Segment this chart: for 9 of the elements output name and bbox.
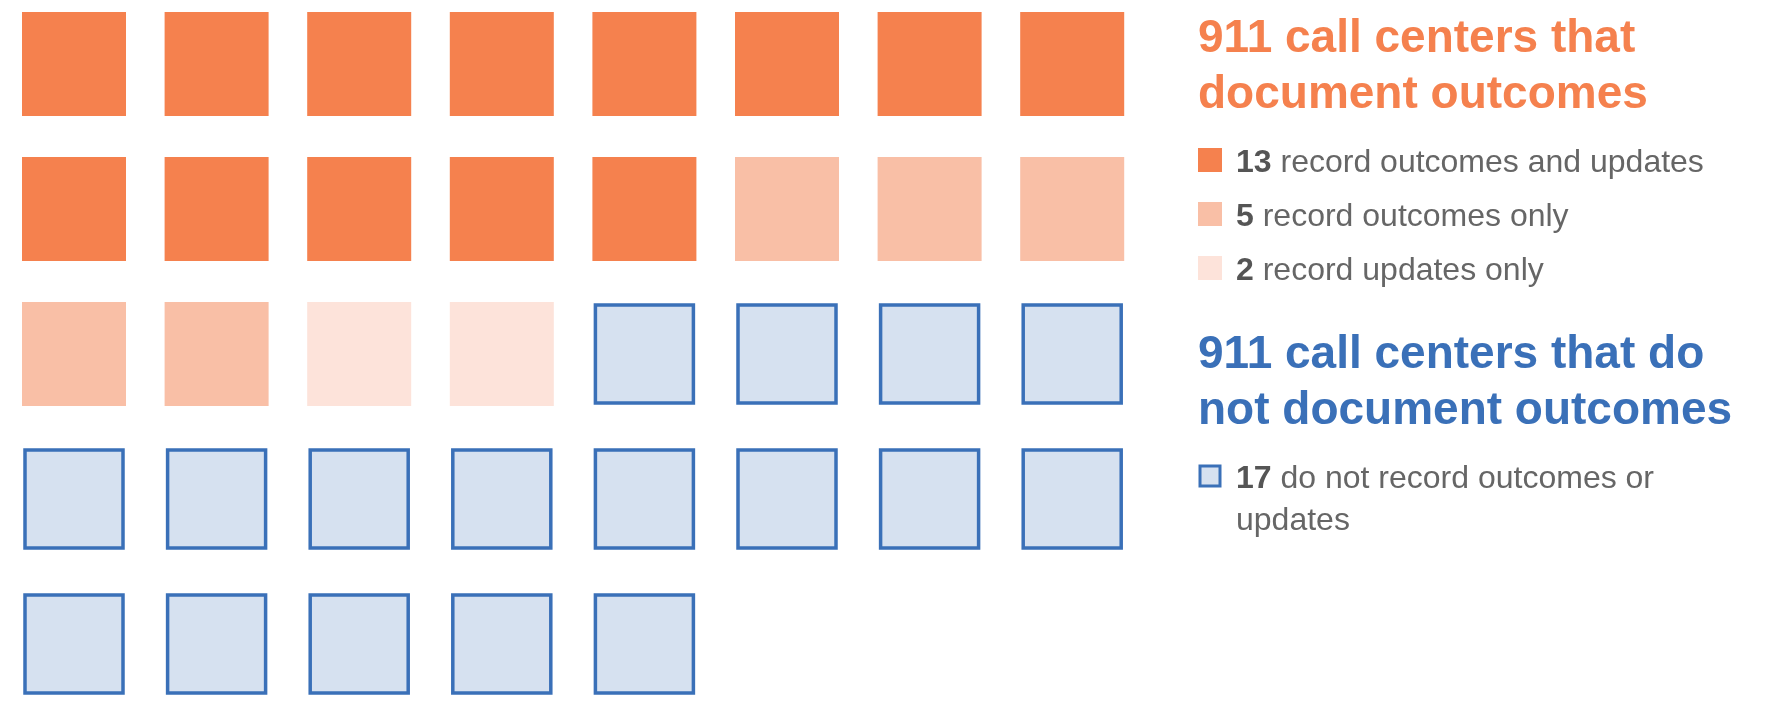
category-label: record outcomes only: [1262, 197, 1569, 233]
data-label: 17: [1236, 459, 1272, 495]
category-label: record updates only: [1262, 251, 1544, 287]
category-label: record outcomes and updates: [1280, 143, 1704, 179]
text: 911 call centers that document outcomes: [1198, 10, 1648, 118]
data-label: 5: [1236, 197, 1254, 233]
text: 911 call centers that do not document outcomes: [1198, 326, 1733, 434]
data-label: 2: [1236, 251, 1254, 287]
data-label: 13: [1236, 143, 1272, 179]
